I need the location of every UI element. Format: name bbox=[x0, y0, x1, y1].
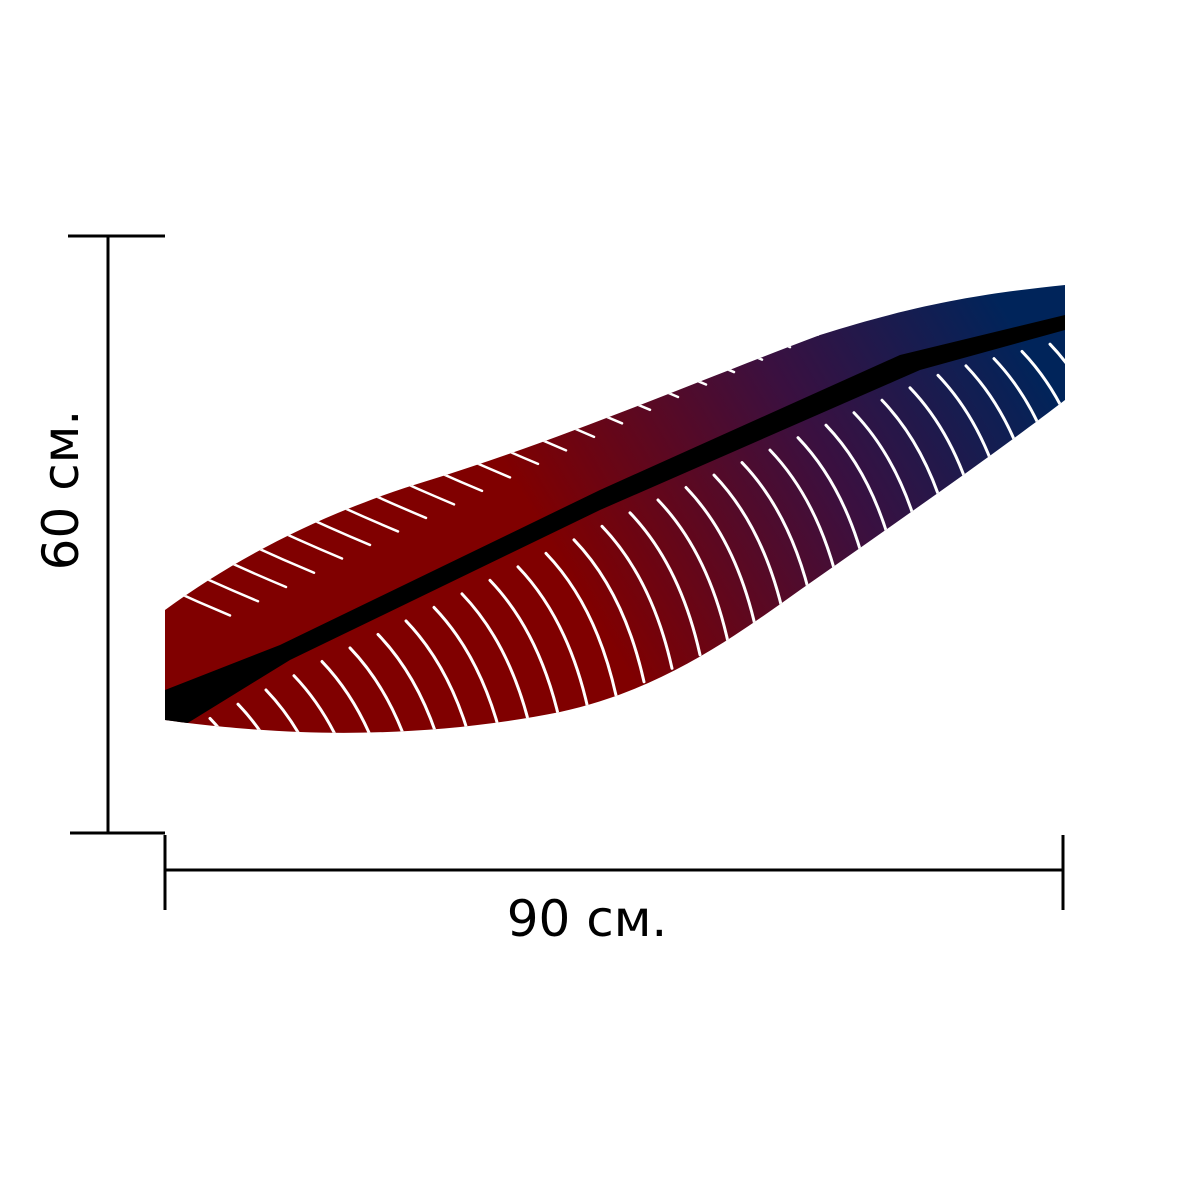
barb bbox=[208, 716, 282, 733]
barb bbox=[1006, 172, 1126, 227]
barb bbox=[1048, 342, 1065, 488]
barb bbox=[472, 380, 596, 439]
barb bbox=[838, 217, 958, 272]
barb bbox=[656, 498, 730, 644]
barb bbox=[640, 303, 764, 361]
barb bbox=[544, 551, 618, 697]
barb bbox=[292, 674, 366, 733]
barb bbox=[628, 511, 702, 657]
barb bbox=[264, 688, 338, 733]
height-dimension: 60 см. bbox=[32, 234, 165, 835]
height-label: 60 см. bbox=[32, 410, 90, 571]
barb bbox=[950, 186, 1070, 241]
barb bbox=[712, 473, 786, 619]
barb bbox=[1106, 330, 1176, 472]
barb bbox=[724, 285, 848, 324]
barb bbox=[752, 285, 876, 311]
barb bbox=[978, 179, 1098, 234]
barb bbox=[808, 285, 932, 287]
barb bbox=[894, 201, 1014, 256]
barb bbox=[320, 660, 394, 733]
width-dimension: 90 см. bbox=[163, 835, 1065, 948]
barb bbox=[348, 646, 422, 733]
barb bbox=[572, 538, 646, 684]
barb bbox=[696, 285, 820, 336]
feather bbox=[165, 172, 1176, 733]
barb bbox=[780, 285, 904, 299]
barb bbox=[444, 394, 568, 452]
barb bbox=[416, 407, 540, 466]
barb bbox=[668, 290, 792, 349]
barb bbox=[612, 315, 736, 374]
barb bbox=[388, 421, 512, 479]
barb bbox=[866, 208, 986, 263]
barb bbox=[528, 353, 652, 412]
barb bbox=[236, 702, 310, 733]
barb bbox=[922, 193, 1042, 248]
barb bbox=[376, 632, 450, 733]
barb bbox=[500, 367, 624, 425]
barb bbox=[556, 340, 680, 399]
barb bbox=[1078, 337, 1148, 479]
barb bbox=[404, 619, 478, 733]
barb bbox=[460, 592, 534, 733]
barb bbox=[684, 486, 758, 632]
barb bbox=[584, 328, 708, 386]
barb bbox=[600, 524, 674, 670]
barb bbox=[740, 461, 814, 607]
barb bbox=[488, 578, 562, 724]
width-label: 90 см. bbox=[507, 890, 668, 948]
barb bbox=[516, 565, 590, 711]
